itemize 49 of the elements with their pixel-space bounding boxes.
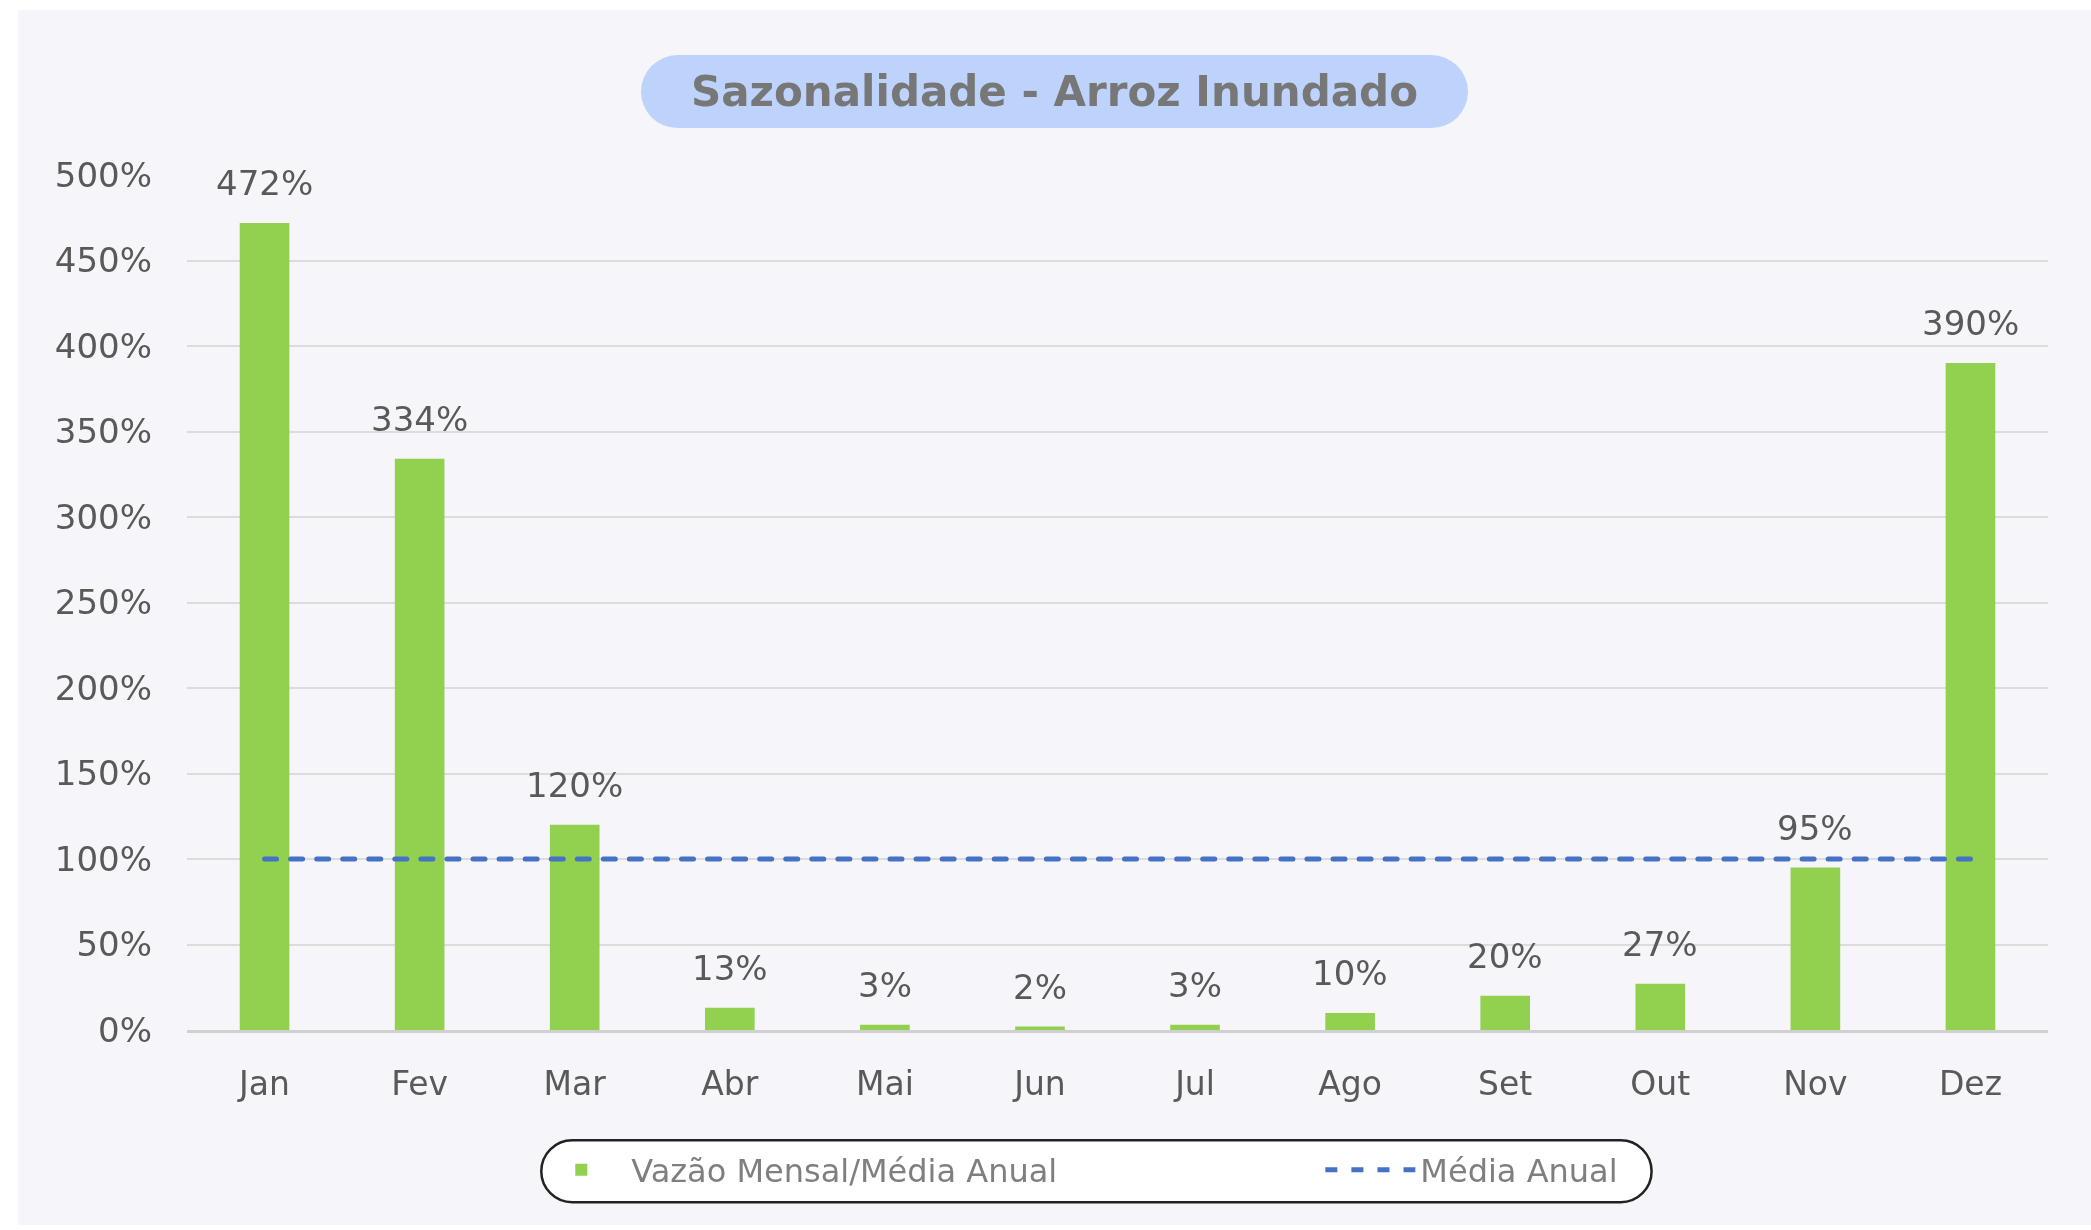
data-label: 95% [1777, 808, 1853, 848]
data-label: 13% [692, 948, 768, 988]
y-tick-label: 50% [76, 924, 152, 965]
x-tick-label: Nov [1783, 1063, 1848, 1103]
data-label: 120% [526, 765, 624, 805]
chart-title: Sazonalidade - Arroz Inundado [690, 67, 1419, 117]
y-tick-label: 300% [54, 496, 152, 537]
bar [549, 824, 600, 1030]
legend-label: Vazão Mensal/Média Anual [631, 1152, 1058, 1191]
data-label: 334% [371, 399, 469, 439]
x-tick-label: Jun [1012, 1063, 1066, 1103]
bar [1790, 867, 1841, 1030]
x-tick-label: Abr [701, 1063, 759, 1103]
bar [1945, 363, 1996, 1030]
data-label: 3% [858, 965, 912, 1005]
y-tick-label: 400% [54, 325, 152, 366]
bar [239, 222, 290, 1030]
x-tick-label: Mar [543, 1063, 607, 1103]
legend-label: Média Anual [1420, 1152, 1618, 1191]
x-tick-label: Set [1478, 1063, 1533, 1103]
x-tick-label: Mai [855, 1063, 914, 1103]
data-label: 27% [1622, 924, 1698, 964]
data-label: 2% [1013, 967, 1067, 1007]
y-tick-label: 200% [54, 667, 152, 708]
y-tick-label: 150% [54, 753, 152, 794]
data-label: 3% [1168, 965, 1222, 1005]
bar [1170, 1024, 1220, 1030]
y-tick-label: 350% [54, 411, 152, 452]
bar [1480, 995, 1531, 1030]
x-tick-label: Dez [1938, 1063, 2002, 1103]
bar [1635, 983, 1686, 1030]
y-tick-label: 0% [98, 1009, 152, 1050]
bar [394, 458, 445, 1030]
x-tick-label: Fev [391, 1063, 449, 1103]
y-tick-label: 450% [54, 240, 152, 281]
data-label: 472% [216, 163, 314, 203]
x-tick-label: Jan [237, 1063, 290, 1103]
x-tick-label: Out [1630, 1063, 1691, 1103]
bar [860, 1024, 910, 1030]
y-tick-label: 500% [54, 154, 152, 195]
y-tick-label: 250% [54, 582, 152, 623]
data-label: 20% [1467, 936, 1543, 976]
bar [1325, 1012, 1375, 1030]
bar [704, 1007, 755, 1030]
data-label: 390% [1922, 303, 2020, 343]
data-label: 10% [1312, 953, 1388, 993]
y-tick-label: 100% [54, 838, 152, 879]
x-tick-label: Jul [1173, 1063, 1215, 1103]
x-tick-label: Ago [1318, 1063, 1382, 1103]
